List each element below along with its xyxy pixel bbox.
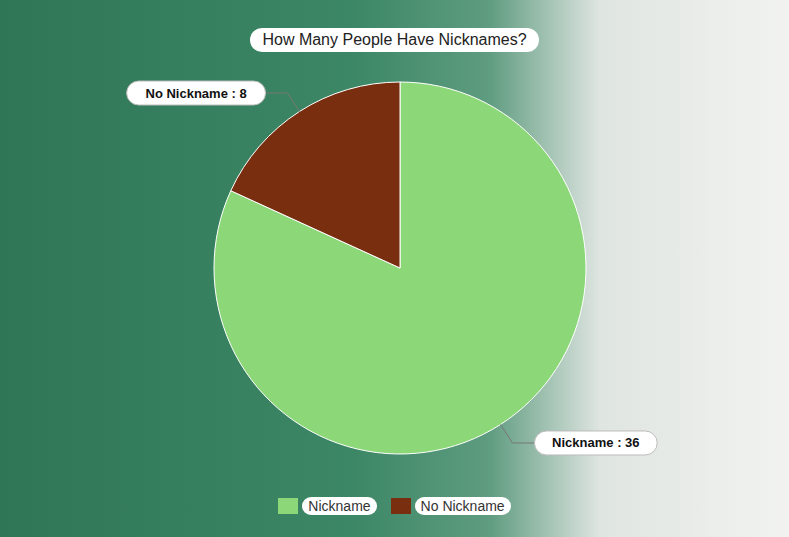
html-text:Nickname: Nickname xyxy=(308,498,371,514)
html-text:No Nickname: No Nickname xyxy=(420,498,505,514)
svg-text:Nickname : 36: Nickname : 36 xyxy=(552,435,639,450)
svg-text:No Nickname : 8: No Nickname : 8 xyxy=(146,86,247,101)
html-text:How Many People Have Nicknames: How Many People Have Nicknames? xyxy=(262,31,527,48)
